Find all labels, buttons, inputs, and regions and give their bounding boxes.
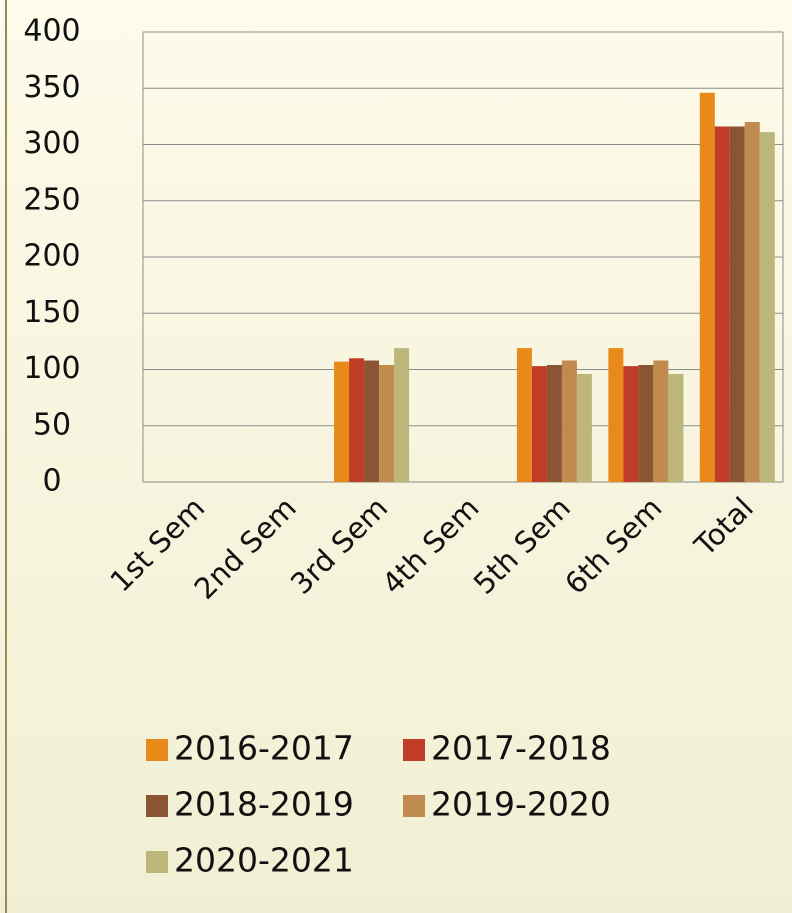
legend-swatch [146,739,168,761]
bar [394,348,410,482]
legend-label: 2017-2018 [431,729,611,768]
legend-label: 2020-2021 [174,841,354,880]
y-tick-label: 300 [23,126,80,161]
bar [668,374,684,482]
bar [714,126,730,482]
legend-swatch [403,739,425,761]
x-tick-label: 2nd Sem [188,491,303,606]
bar [699,92,715,482]
y-tick-label: 150 [23,295,80,330]
legend-swatch [146,795,168,817]
bar [729,126,745,482]
x-tick-label: 5th Sem [467,491,577,601]
bar [531,366,547,482]
x-tick-label: Total [687,491,760,564]
bar [638,365,654,482]
legend-label: 2016-2017 [174,729,354,768]
x-tick-label: 3rd Sem [284,491,394,601]
x-tick-label: 4th Sem [375,491,485,601]
bar [379,365,395,482]
bar [653,360,669,482]
bar [608,348,624,482]
x-tick-label: 6th Sem [558,491,668,601]
bar [546,365,562,482]
legend-label: 2018-2019 [174,785,354,824]
bar [364,360,380,482]
legend-label: 2019-2020 [431,785,611,824]
bar [516,348,532,482]
bar [561,360,577,482]
y-tick-label: 200 [23,239,80,274]
bar [334,361,350,482]
legend-swatch [403,795,425,817]
bar [576,374,592,482]
y-tick-label: 250 [23,182,80,217]
y-tick-label: 100 [23,351,80,386]
bar [623,366,639,482]
y-tick-label: 350 [23,70,80,105]
bar [744,122,760,482]
bar [349,358,365,482]
y-tick-label: 50 [33,407,71,442]
bar [759,132,775,482]
y-tick-label: 400 [23,14,80,49]
legend-swatch [146,851,168,873]
y-tick-label: 0 [42,464,61,499]
